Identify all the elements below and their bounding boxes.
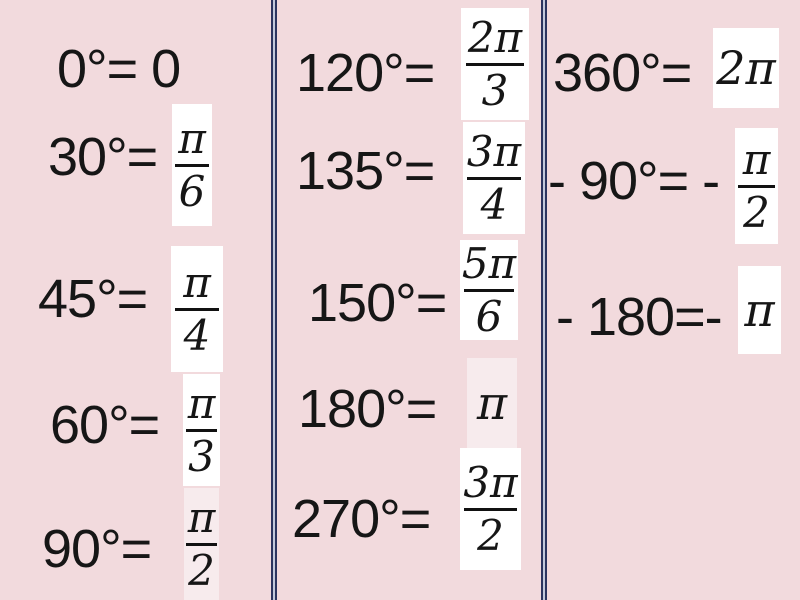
fraction-bar <box>465 62 525 66</box>
angle-label-360: 360°= <box>553 43 692 103</box>
fraction-denominator: 2 <box>743 187 770 237</box>
fraction-bar <box>174 163 210 167</box>
fraction-denominator: 6 <box>475 291 503 341</box>
value-text: 2π <box>716 41 776 95</box>
fraction-5pi-over-6: 5π 6 <box>460 240 518 340</box>
fraction-numerator: π <box>187 492 216 542</box>
column-divider-1 <box>271 0 277 600</box>
value-pi-negative: π <box>738 266 781 354</box>
angle-label-120: 120°= <box>296 43 435 103</box>
angle-label-180: 180°= <box>298 379 437 439</box>
fraction-pi-over-6: π 6 <box>172 104 212 226</box>
fraction-bar <box>464 288 514 292</box>
angle-label-135: 135°= <box>296 141 435 201</box>
fraction-bar <box>464 507 517 511</box>
value-text: π <box>476 376 508 430</box>
fraction-pi-over-4: π 4 <box>171 246 223 372</box>
angle-label-minus-180: - 180=- <box>556 287 723 347</box>
angle-label-150: 150°= <box>308 273 447 333</box>
fraction-3pi-over-4: 3π 4 <box>463 122 525 234</box>
fraction-numerator: 3π <box>466 126 522 176</box>
fraction-denominator: 2 <box>188 545 215 595</box>
angle-label-30: 30°= <box>48 127 158 187</box>
fraction-bar <box>174 307 220 311</box>
fraction-numerator: 3π <box>463 457 518 507</box>
fraction-bar <box>467 176 521 180</box>
fraction-denominator: 2 <box>477 510 504 560</box>
angle-label-45: 45°= <box>38 269 148 329</box>
fraction-numerator: π <box>742 134 771 184</box>
fraction-denominator: 6 <box>178 166 206 216</box>
fraction-denominator: 3 <box>481 65 509 115</box>
value-pi: π <box>467 358 517 448</box>
fraction-bar <box>738 184 775 188</box>
angle-label-270: 270°= <box>292 489 431 549</box>
fraction-numerator: π <box>183 257 211 307</box>
angle-label-0: 0°= 0 <box>57 39 181 99</box>
fraction-3pi-over-2: 3π 2 <box>460 448 521 570</box>
fraction-denominator: 3 <box>188 431 215 481</box>
fraction-pi-over-3: π 3 <box>183 374 220 486</box>
angle-label-minus-90: - 90°= - <box>548 151 720 211</box>
column-divider-2 <box>541 0 547 600</box>
fraction-denominator: 4 <box>183 310 211 360</box>
angle-label-90: 90°= <box>42 519 152 579</box>
fraction-numerator: π <box>178 113 206 163</box>
fraction-numerator: 5π <box>461 238 517 288</box>
fraction-numerator: 2π <box>467 12 523 62</box>
fraction-pi-over-2: π 2 <box>184 488 219 600</box>
fraction-2pi-over-3: 2π 3 <box>461 8 529 120</box>
value-2pi: 2π <box>713 28 779 108</box>
angle-label-60: 60°= <box>50 395 160 455</box>
fraction-bar <box>186 542 217 546</box>
fraction-pi-over-2-negative: π 2 <box>735 128 778 244</box>
value-text: π <box>744 283 775 337</box>
fraction-numerator: π <box>187 378 216 428</box>
fraction-denominator: 4 <box>480 179 508 229</box>
fraction-bar <box>185 428 218 432</box>
